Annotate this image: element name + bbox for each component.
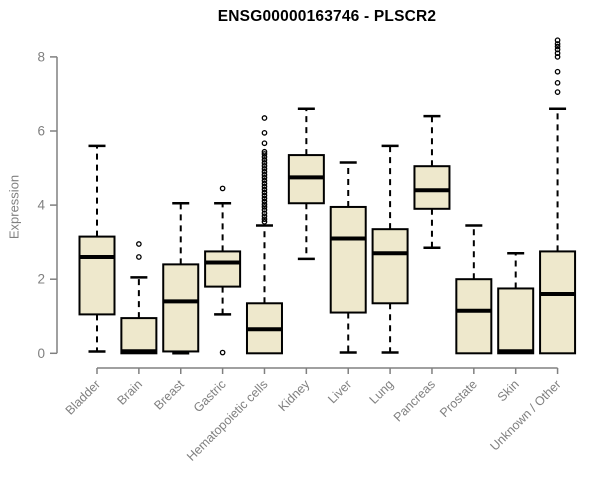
outlier-hematopoietic-cells-17: [261, 168, 268, 175]
outlier-unknown-other-6: [554, 43, 561, 50]
outlier-gastric-0: [219, 349, 226, 356]
box-prostate: [455, 278, 493, 355]
outlier-hematopoietic-cells-27: [261, 115, 268, 121]
outlier-unknown-other-4: [554, 50, 561, 57]
outlier-hematopoietic-cells-8: [261, 195, 268, 202]
outlier-hematopoietic-cells-19: [261, 162, 268, 169]
y-tick-label-4: 4: [37, 198, 45, 213]
x-tick-label-unknown-other: Unknown / Other: [487, 377, 563, 453]
box-skin: [497, 287, 535, 355]
outlier-unknown-other-7: [554, 41, 561, 47]
outlier-hematopoietic-cells-5: [261, 204, 268, 210]
outlier-hematopoietic-cells-4: [261, 207, 268, 213]
outlier-hematopoietic-cells-6: [261, 201, 268, 208]
x-tick-label-bladder: Bladder: [63, 377, 103, 417]
outlier-hematopoietic-cells-22: [261, 154, 268, 160]
outlier-unknown-other-8: [554, 37, 561, 44]
outlier-unknown-other-1: [554, 79, 561, 86]
outlier-hematopoietic-cells-24: [261, 148, 268, 155]
x-tick-label-skin: Skin: [495, 377, 522, 404]
x-tick-label-brain: Brain: [114, 377, 145, 408]
outlier-hematopoietic-cells-12: [261, 183, 268, 190]
y-tick-label-8: 8: [37, 49, 45, 64]
box-pancreas: [413, 165, 451, 210]
outlier-unknown-other-5: [554, 46, 561, 53]
outlier-unknown-other-0: [554, 89, 561, 95]
outlier-hematopoietic-cells-0: [261, 218, 268, 225]
y-tick-label-0: 0: [37, 346, 45, 361]
x-tick-label-kidney: Kidney: [276, 377, 313, 414]
outlier-hematopoietic-cells-18: [261, 165, 268, 172]
outlier-hematopoietic-cells-13: [261, 180, 268, 187]
outlier-brain-0: [136, 254, 142, 260]
x-tick-label-lung: Lung: [367, 377, 397, 407]
x-tick-label-gastric: Gastric: [191, 377, 229, 415]
outlier-unknown-other-3: [554, 54, 561, 60]
box-unknown-other: [539, 250, 577, 355]
x-tick-label-prostate: Prostate: [437, 377, 480, 420]
outlier-hematopoietic-cells-21: [261, 157, 268, 163]
outlier-unknown-other-2: [554, 68, 561, 75]
chart-title: ENSG00000163746 - PLSCR2: [217, 8, 437, 25]
box-lung: [371, 228, 409, 305]
outlier-hematopoietic-cells-20: [261, 160, 268, 166]
box-brain: [120, 317, 158, 355]
box-gastric: [204, 250, 242, 288]
outlier-hematopoietic-cells-10: [261, 189, 268, 196]
outlier-hematopoietic-cells-16: [261, 171, 268, 178]
x-tick-label-breast: Breast: [151, 377, 187, 413]
outlier-hematopoietic-cells-14: [261, 177, 268, 184]
x-tick-label-pancreas: Pancreas: [391, 377, 438, 424]
outlier-hematopoietic-cells-2: [261, 213, 268, 220]
box-liver: [329, 205, 367, 314]
x-tick-label-hematopoietic-cells: Hematopoietic cells: [184, 377, 271, 464]
x-tick-label-liver: Liver: [325, 377, 354, 406]
outlier-hematopoietic-cells-26: [261, 130, 268, 136]
outlier-hematopoietic-cells-23: [261, 151, 268, 157]
y-tick-label-6: 6: [37, 124, 45, 139]
outlier-hematopoietic-cells-7: [261, 198, 268, 205]
box-bladder: [78, 235, 116, 316]
outlier-hematopoietic-cells-3: [261, 210, 268, 217]
outlier-hematopoietic-cells-1: [261, 216, 268, 223]
outlier-hematopoietic-cells-15: [261, 174, 268, 181]
outlier-hematopoietic-cells-25: [261, 140, 268, 147]
y-tick-label-2: 2: [37, 272, 45, 287]
outlier-hematopoietic-cells-11: [261, 186, 268, 193]
outlier-gastric-1: [219, 185, 226, 192]
box-breast: [162, 263, 200, 353]
outlier-brain-1: [136, 241, 142, 247]
outlier-hematopoietic-cells-9: [261, 192, 268, 199]
